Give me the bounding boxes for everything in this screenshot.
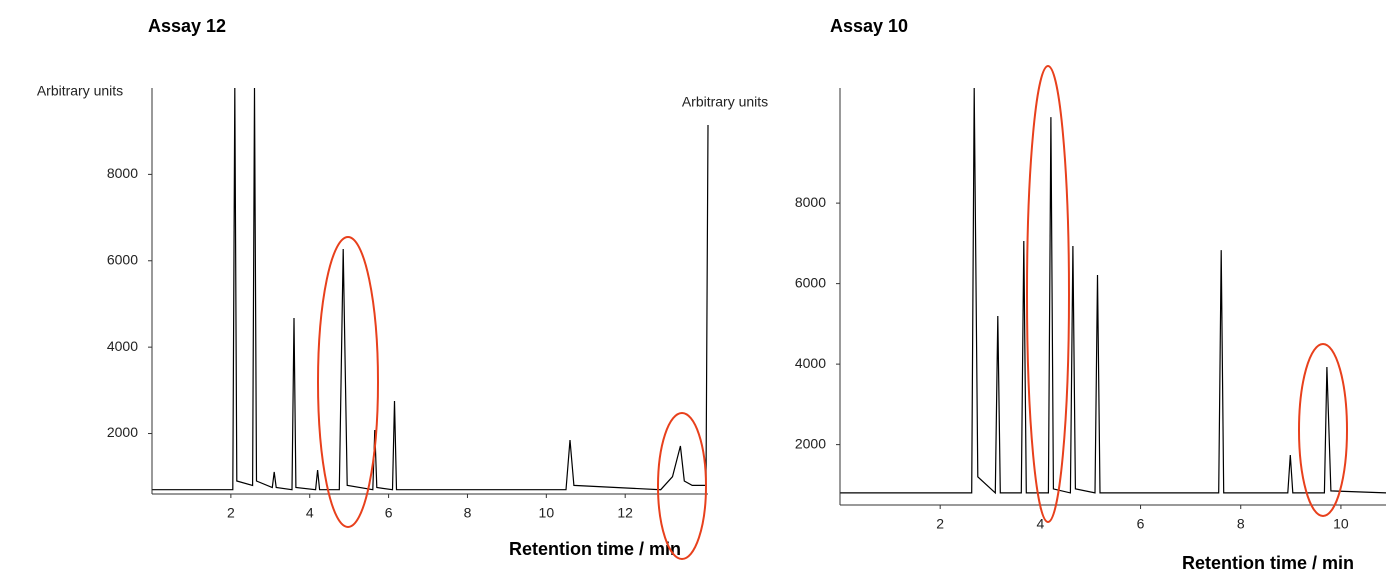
y-axis-label: Arbitrary units — [682, 94, 768, 110]
chromatogram-line — [840, 87, 1386, 495]
y-tick-label: 4000 — [795, 355, 826, 371]
x-axis-label: Retention time / min — [509, 539, 681, 559]
y-axis-label: Arbitrary units — [37, 83, 123, 99]
x-tick-label: 8 — [464, 505, 472, 521]
y-tick-label: 2000 — [107, 424, 138, 440]
y-tick-label: 2000 — [795, 435, 826, 451]
x-tick-label: 8 — [1237, 516, 1245, 532]
highlight-ellipse — [657, 412, 707, 560]
x-tick-label: 4 — [306, 505, 314, 521]
x-tick-label: 12 — [617, 505, 633, 521]
highlight-ellipse — [1026, 65, 1070, 523]
y-tick-label: 6000 — [107, 251, 138, 267]
x-tick-label: 4 — [1036, 516, 1044, 532]
x-tick-label: 10 — [1333, 516, 1349, 532]
highlight-ellipse — [317, 236, 379, 528]
y-tick-label: 6000 — [795, 274, 826, 290]
x-tick-label: 6 — [1137, 516, 1145, 532]
y-tick-label: 8000 — [107, 165, 138, 181]
chart-title: Assay 10 — [830, 16, 908, 36]
chart-title: Assay 12 — [148, 16, 226, 36]
x-tick-label: 10 — [539, 505, 555, 521]
x-tick-label: 2 — [936, 516, 944, 532]
chromatogram-line — [152, 87, 709, 491]
highlight-ellipse — [1298, 343, 1348, 517]
x-tick-label: 2 — [227, 505, 235, 521]
x-axis-label: Retention time / min — [1182, 553, 1354, 573]
y-tick-label: 4000 — [107, 338, 138, 354]
x-tick-label: 6 — [385, 505, 393, 521]
y-tick-label: 8000 — [795, 194, 826, 210]
